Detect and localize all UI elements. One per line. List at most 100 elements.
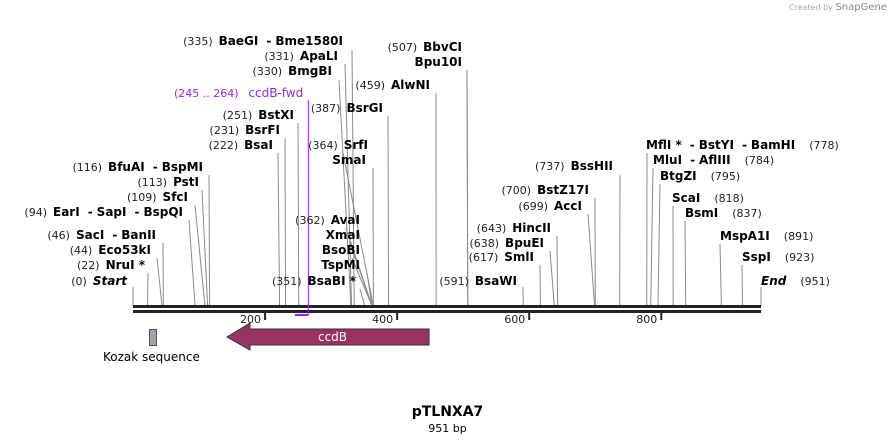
site-position: (891) (783, 230, 814, 243)
site-label-bpu10i[interactable]: Bpu10I (415, 55, 462, 70)
site-label-smli[interactable]: (617) SmlI (469, 250, 534, 265)
site-label-alwni[interactable]: (459) AlwNI (355, 78, 430, 93)
enzyme-name: BtgZI (660, 169, 697, 183)
site-label-sspi[interactable]: SspI (923) (742, 250, 820, 265)
site-position: (643) (476, 222, 507, 235)
enzyme-name: XmaI (325, 228, 360, 242)
site-label-bstxi[interactable]: (251) BstXI (223, 108, 294, 123)
enzyme-names: BsrFI (245, 123, 280, 137)
enzyme-names: NruI * (106, 258, 145, 272)
enzyme-name: BsmI (685, 206, 719, 220)
site-label-mfli[interactable]: MflI * - BstYI - BamHI (778) (646, 138, 845, 153)
ruler-tick-label: 800 (636, 313, 657, 326)
enzyme-name: BanII (121, 228, 156, 242)
enzyme-names: ApaLI (300, 49, 338, 63)
site-label-bsawi[interactable]: (591) BsaWI (439, 274, 517, 289)
enzyme-name: BpuEI (505, 236, 544, 250)
site-label-eari[interactable]: (94) EarI - SapI - BspQI (24, 205, 183, 220)
site-label-mspa1i[interactable]: MspA1I (891) (720, 229, 819, 244)
site-label-scai[interactable]: ScaI (818) (672, 191, 750, 206)
enzyme-name: AflIII (699, 153, 731, 167)
enzyme-names: MspA1I (720, 229, 770, 243)
cut-site-line (684, 220, 687, 307)
site-label-bsai[interactable]: (222) BsaI (209, 138, 273, 153)
site-label-bstz17i[interactable]: (700) BstZ17I (502, 183, 589, 198)
enzyme-name: BsrFI (245, 123, 280, 137)
site-position: (700) (501, 184, 532, 197)
ruler-tick-label: 200 (240, 313, 261, 326)
site-position: (94) (24, 206, 47, 219)
site-position: (0) (71, 275, 87, 288)
enzyme-name: BsrGI (346, 101, 383, 115)
site-label-start[interactable]: (0) Start (71, 274, 127, 289)
site-label-bfuai[interactable]: (116) BfuAI - BspMI (72, 160, 203, 175)
kozak-label: Kozak sequence (103, 350, 200, 364)
site-label-baegi[interactable]: (335) BaeGI - Bme1580I (183, 34, 343, 49)
site-label-xmai[interactable]: XmaI (326, 228, 360, 243)
site-label-bsshii[interactable]: (737) BssHII (535, 159, 613, 174)
site-label-bsrfi[interactable]: (231) BsrFI (210, 123, 280, 138)
site-position: (638) (469, 237, 500, 250)
site-label-bsabi[interactable]: (351) BsaBI * (272, 274, 356, 289)
cut-site-line (719, 243, 722, 307)
enzyme-names: SmaI (332, 153, 366, 167)
enzyme-name: PstI (173, 175, 199, 189)
site-label-saci[interactable]: (46) SacI - BanII (47, 228, 156, 243)
site-label-bmgbi[interactable]: (330) BmgBI (253, 64, 332, 79)
enzyme-name: NruI * (105, 258, 145, 272)
cut-site-line (208, 174, 211, 307)
site-label-eco53ki[interactable]: (44) Eco53kI (70, 243, 151, 258)
enzyme-name: BstXI (258, 108, 294, 122)
enzyme-names: SacI - BanII (76, 228, 156, 242)
enzyme-name: BspMI (161, 160, 203, 174)
enzyme-names: BmgBI (288, 64, 332, 78)
cut-site-line (344, 63, 353, 307)
enzyme-names: AlwNI (391, 78, 430, 92)
enzyme-names: BfuAI - BspMI (108, 160, 203, 174)
site-label-mlui[interactable]: MluI - AflIII (784) (653, 153, 780, 168)
site-position: (617) (468, 251, 499, 264)
site-label-bsmi[interactable]: BsmI (837) (685, 206, 768, 221)
enzyme-names: EarI - SapI - BspQI (53, 205, 183, 219)
cut-site-line (194, 204, 206, 307)
site-position: (699) (518, 200, 549, 213)
site-label-tspmi[interactable]: TspMI (321, 258, 360, 273)
site-label-psti[interactable]: (113) PstI (137, 175, 199, 190)
site-label-srfi[interactable]: (364) SrfI (308, 138, 368, 153)
site-label-apali[interactable]: (331) ApaLI (264, 49, 338, 64)
enzyme-name: BsaI (244, 138, 273, 152)
site-label-nrui[interactable]: (22) NruI * (77, 258, 145, 273)
plasmid-length: 951 bp (428, 422, 467, 435)
site-position: (837) (732, 207, 762, 220)
enzyme-name: Bpu10I (414, 55, 462, 69)
enzyme-name: HincII (512, 221, 551, 235)
primer-label[interactable]: (245 .. 264) ccdB-fwd (174, 86, 303, 101)
enzyme-names: BsrGI (346, 101, 383, 115)
site-label-avai[interactable]: (362) AvaI (295, 213, 360, 228)
enzyme-name: End (761, 274, 787, 288)
site-label-smai[interactable]: SmaI (332, 153, 366, 168)
enzyme-names: AccI (554, 199, 582, 213)
enzyme-name: MflI * (646, 138, 682, 152)
site-label-acci[interactable]: (699) AccI (518, 199, 582, 214)
site-position: (330) (252, 65, 283, 78)
site-label-hincii[interactable]: (643) HincII (477, 221, 551, 236)
separator: - (112, 228, 118, 242)
enzyme-names: Eco53kI (98, 243, 151, 257)
site-position: (351) (271, 275, 302, 288)
site-label-btgzi[interactable]: BtgZI (795) (660, 169, 746, 184)
enzyme-names: PstI (173, 175, 199, 189)
site-position: (46) (47, 229, 70, 242)
site-label-bsrgi[interactable]: (387) BsrGI (311, 101, 383, 116)
enzyme-name: ApaLI (299, 49, 338, 63)
enzyme-names: BbvCI (423, 40, 462, 54)
enzyme-names: End (761, 274, 786, 288)
site-label-bbvci[interactable]: (507) BbvCI (388, 40, 462, 55)
site-label-bpuei[interactable]: (638) BpuEI (469, 236, 544, 251)
enzyme-name: BstZ17I (537, 183, 589, 197)
site-label-bsobi[interactable]: BsoBI (322, 243, 360, 258)
enzyme-names: HincII (512, 221, 551, 235)
site-label-end[interactable]: End (951) (761, 274, 836, 289)
site-label-sfci[interactable]: (109) SfcI (127, 190, 188, 205)
